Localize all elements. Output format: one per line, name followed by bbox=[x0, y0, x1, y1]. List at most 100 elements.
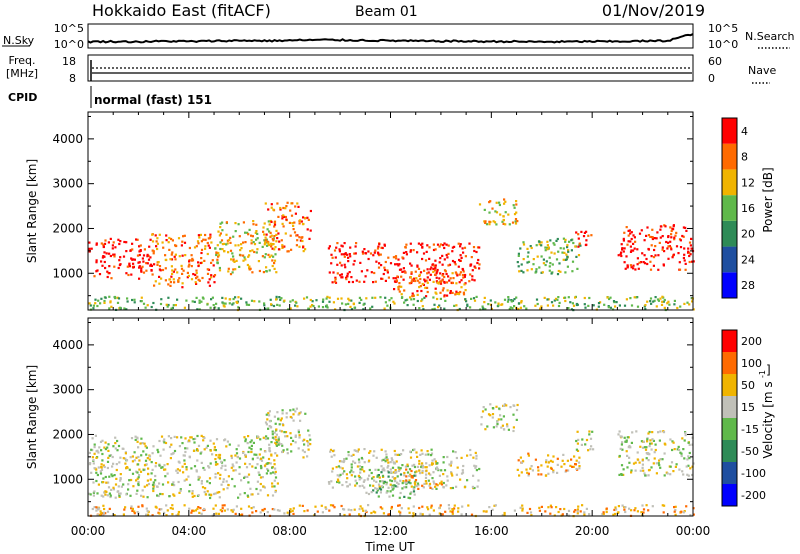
data-cell bbox=[404, 481, 407, 484]
data-cell bbox=[275, 444, 278, 447]
data-cell bbox=[327, 481, 331, 484]
data-cell bbox=[200, 300, 203, 303]
data-cell bbox=[248, 463, 251, 466]
data-cell bbox=[550, 506, 553, 509]
data-cell bbox=[399, 473, 403, 476]
data-cell bbox=[577, 461, 581, 464]
data-cell bbox=[188, 507, 191, 510]
data-cell bbox=[618, 304, 621, 307]
data-cell bbox=[623, 506, 626, 509]
data-cell bbox=[486, 425, 489, 428]
data-cell bbox=[414, 279, 417, 283]
data-cell bbox=[484, 308, 487, 311]
data-cell bbox=[268, 420, 271, 423]
data-cell bbox=[630, 231, 633, 234]
data-cell bbox=[419, 277, 422, 281]
data-cell bbox=[555, 258, 559, 261]
data-cell bbox=[470, 256, 473, 259]
data-cell bbox=[330, 455, 333, 458]
colorbar-swatch bbox=[722, 440, 737, 462]
data-cell bbox=[232, 259, 235, 262]
data-cell bbox=[575, 459, 578, 462]
beam-label: Beam 01 bbox=[355, 4, 418, 20]
data-cell bbox=[380, 277, 383, 280]
data-cell bbox=[200, 434, 203, 437]
data-cell bbox=[287, 513, 290, 516]
data-cell bbox=[645, 504, 648, 507]
data-cell bbox=[173, 449, 177, 453]
data-cell bbox=[363, 461, 366, 464]
data-cell bbox=[226, 242, 229, 245]
data-cell bbox=[471, 269, 474, 272]
data-cell bbox=[467, 504, 470, 507]
data-cell bbox=[682, 511, 685, 514]
data-cell bbox=[93, 275, 96, 278]
data-cell bbox=[421, 462, 424, 465]
data-cell bbox=[636, 263, 639, 266]
data-cell bbox=[170, 453, 173, 456]
data-cell bbox=[321, 306, 325, 309]
data-cell bbox=[347, 454, 350, 457]
data-cell bbox=[223, 509, 226, 512]
data-cell bbox=[107, 481, 110, 484]
data-cell bbox=[477, 479, 480, 482]
data-cell bbox=[259, 438, 262, 441]
data-cell bbox=[200, 482, 203, 485]
data-cell bbox=[625, 255, 628, 258]
data-cell bbox=[540, 505, 543, 508]
data-cell bbox=[517, 307, 520, 311]
data-cell bbox=[430, 454, 433, 457]
data-cell bbox=[659, 297, 662, 300]
data-cell bbox=[215, 454, 218, 457]
data-cell bbox=[347, 508, 350, 511]
data-cell bbox=[470, 513, 474, 516]
data-cell bbox=[346, 274, 349, 277]
data-cell bbox=[367, 504, 370, 507]
data-cell bbox=[401, 296, 404, 299]
data-cell bbox=[624, 267, 627, 270]
data-cell bbox=[171, 306, 174, 309]
data-cell bbox=[257, 492, 260, 495]
velocity-frame bbox=[87, 317, 694, 517]
data-cell bbox=[661, 246, 664, 249]
data-cell bbox=[429, 486, 432, 489]
data-cell bbox=[652, 256, 656, 259]
nsky-series bbox=[87, 33, 694, 44]
data-cell bbox=[158, 508, 161, 511]
data-cell bbox=[102, 243, 105, 246]
data-cell bbox=[113, 295, 117, 299]
data-cell bbox=[93, 443, 96, 446]
data-cell bbox=[396, 263, 399, 266]
data-cell bbox=[461, 247, 464, 250]
data-cell bbox=[443, 242, 446, 245]
power-colorbar-label: Power [dB] bbox=[761, 167, 775, 232]
data-cell bbox=[243, 492, 246, 495]
data-cell bbox=[628, 229, 631, 232]
data-cell bbox=[663, 452, 666, 455]
data-cell bbox=[396, 275, 399, 278]
data-cell bbox=[674, 509, 677, 512]
data-cell bbox=[382, 467, 385, 470]
data-cell bbox=[216, 244, 219, 247]
data-cell bbox=[475, 465, 478, 468]
data-cell bbox=[114, 246, 117, 249]
data-cell bbox=[689, 253, 692, 256]
data-cell bbox=[649, 300, 652, 303]
data-cell bbox=[117, 485, 120, 488]
data-cell bbox=[343, 263, 346, 266]
data-cell bbox=[95, 261, 98, 264]
data-cell bbox=[562, 258, 565, 261]
data-cell bbox=[401, 270, 404, 273]
data-cell bbox=[461, 505, 464, 508]
data-cell bbox=[103, 251, 106, 254]
data-cell bbox=[181, 286, 184, 289]
data-cell bbox=[272, 239, 275, 242]
data-cell bbox=[251, 271, 254, 274]
data-cell bbox=[93, 490, 96, 493]
data-cell bbox=[276, 303, 279, 306]
data-cell bbox=[131, 248, 134, 251]
data-cell bbox=[510, 300, 513, 303]
data-cell bbox=[147, 513, 150, 516]
colorbar-tick-label: 50 bbox=[741, 379, 755, 392]
data-cell bbox=[190, 265, 193, 268]
